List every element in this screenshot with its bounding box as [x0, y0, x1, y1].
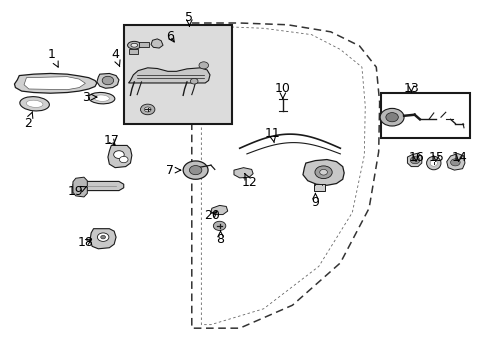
Ellipse shape: [131, 43, 137, 47]
Polygon shape: [73, 177, 87, 197]
Circle shape: [199, 62, 208, 69]
Text: 19: 19: [68, 185, 86, 198]
Text: 4: 4: [111, 48, 120, 67]
Circle shape: [140, 104, 155, 115]
Text: 18: 18: [77, 236, 93, 249]
Text: 7: 7: [166, 164, 180, 177]
Polygon shape: [446, 154, 464, 170]
Bar: [123, 25, 231, 123]
Ellipse shape: [20, 96, 49, 111]
Circle shape: [319, 170, 327, 175]
Text: 15: 15: [427, 150, 443, 163]
Text: 9: 9: [311, 193, 319, 210]
Bar: [139, 42, 148, 48]
Polygon shape: [73, 181, 123, 190]
Circle shape: [189, 166, 202, 175]
Polygon shape: [233, 168, 253, 178]
Polygon shape: [90, 229, 116, 249]
Circle shape: [97, 233, 109, 242]
Circle shape: [183, 161, 208, 179]
Circle shape: [113, 151, 124, 158]
Polygon shape: [24, 77, 85, 90]
Circle shape: [449, 159, 459, 166]
Polygon shape: [15, 73, 97, 93]
Ellipse shape: [426, 156, 440, 170]
Text: 20: 20: [203, 210, 220, 222]
Text: 2: 2: [24, 112, 33, 130]
Circle shape: [385, 113, 398, 122]
Bar: [129, 49, 138, 54]
Text: 6: 6: [166, 30, 174, 42]
Text: 16: 16: [407, 150, 423, 163]
Circle shape: [409, 157, 419, 164]
Polygon shape: [210, 206, 227, 215]
Polygon shape: [97, 73, 119, 88]
Circle shape: [102, 76, 113, 85]
Ellipse shape: [127, 41, 141, 49]
Circle shape: [314, 166, 331, 179]
Circle shape: [213, 221, 225, 230]
Text: 14: 14: [450, 150, 466, 163]
Circle shape: [379, 108, 403, 126]
Text: 11: 11: [264, 127, 280, 143]
Text: 13: 13: [403, 82, 418, 95]
Text: 5: 5: [185, 10, 193, 26]
Ellipse shape: [88, 93, 115, 104]
Ellipse shape: [26, 100, 43, 107]
Polygon shape: [108, 145, 132, 168]
Text: 10: 10: [274, 82, 290, 98]
Bar: [313, 184, 324, 191]
Ellipse shape: [94, 95, 109, 102]
Bar: [380, 93, 469, 138]
Circle shape: [101, 235, 105, 239]
Polygon shape: [151, 39, 163, 48]
Polygon shape: [128, 68, 209, 83]
Circle shape: [144, 107, 151, 112]
Text: 1: 1: [48, 48, 58, 67]
Ellipse shape: [429, 160, 436, 166]
Text: 3: 3: [82, 91, 97, 104]
Circle shape: [190, 78, 198, 84]
Text: 17: 17: [103, 134, 119, 147]
Polygon shape: [303, 159, 344, 185]
Polygon shape: [407, 153, 421, 167]
Text: 12: 12: [241, 174, 257, 189]
Text: 8: 8: [216, 231, 224, 247]
Circle shape: [119, 156, 128, 163]
